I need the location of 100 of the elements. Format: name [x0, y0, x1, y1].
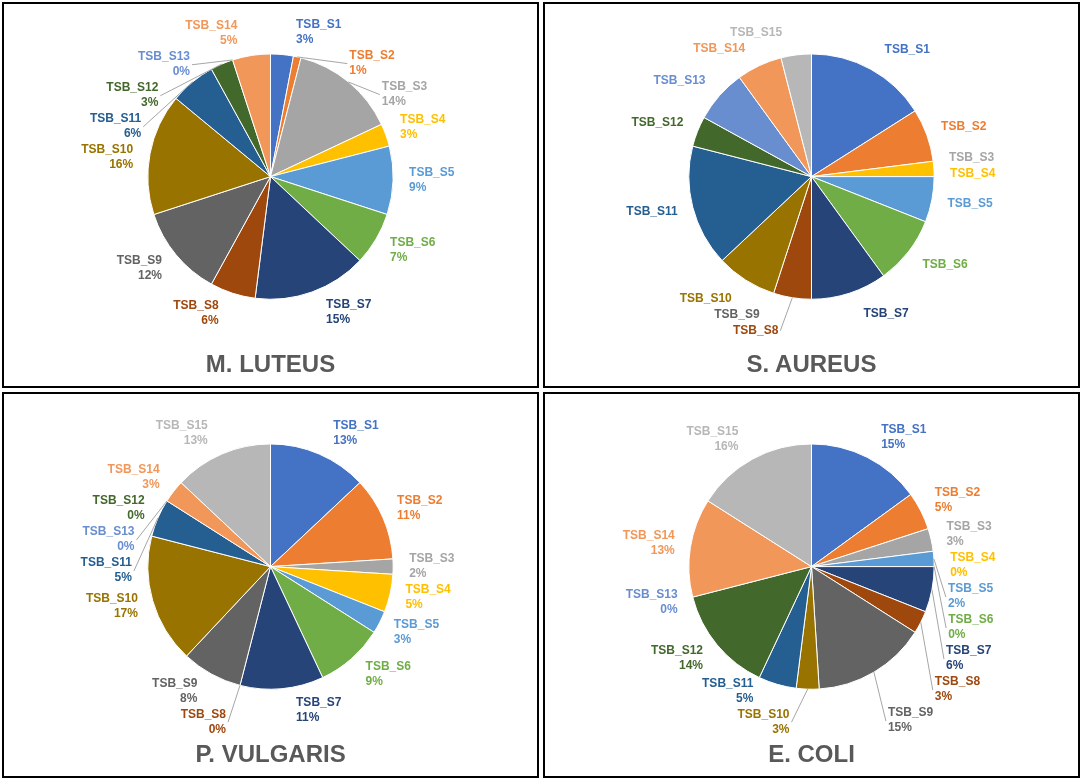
category-label: TSB_S3	[948, 150, 995, 165]
data-label: 3%	[141, 95, 159, 110]
category-label: TSB_S13	[625, 586, 678, 601]
text: 0%	[948, 627, 966, 642]
data-label: 11%	[296, 709, 320, 724]
slice-label: TSB_S10	[81, 142, 134, 157]
slice-label: TSB_S8	[732, 322, 779, 337]
slice-label: TSB_S6	[390, 234, 436, 249]
category-label: TSB_S12	[92, 493, 145, 508]
category-label: TSB_S4	[950, 550, 996, 565]
text: 0%	[660, 601, 678, 616]
data-label: 7%	[390, 249, 408, 264]
category-label: TSB_S13	[82, 524, 135, 539]
slice-label: TSB_S7	[296, 694, 342, 709]
slice-label: TSB_S3	[409, 550, 455, 565]
data-label: 13%	[333, 433, 358, 448]
slice-label: TSB_S1	[296, 16, 342, 31]
data-label: 14%	[678, 658, 704, 673]
category-label: TSB_S8	[180, 706, 226, 721]
slice-label: TSB_S14	[185, 18, 238, 33]
data-label: 16%	[714, 439, 739, 454]
slice-label: TSB_S3	[381, 78, 428, 93]
data-label: 13%	[183, 433, 209, 448]
data-label: 13%	[650, 543, 676, 558]
slice-label: TSB_S10	[679, 290, 733, 305]
data-label: 3%	[142, 477, 160, 492]
text: 0%	[117, 539, 135, 554]
slice-label: TSB_S1	[333, 418, 379, 433]
data-label: 5%	[405, 597, 424, 612]
slice-label: TSB_S7	[945, 643, 992, 658]
slice-label: TSB_S11	[702, 675, 754, 690]
slice-label: TSB_S14	[107, 462, 160, 477]
data-label: 9%	[365, 674, 384, 689]
slice-label: TSB_S10	[85, 591, 139, 606]
text: S. AUREUS	[746, 350, 877, 378]
data-label: 6%	[945, 658, 964, 673]
text: E. COLI	[768, 740, 855, 768]
slice-label: TSB_S9	[116, 253, 163, 268]
slice-label: TSB_S5	[947, 581, 994, 596]
data-label: 6%	[201, 313, 219, 328]
slice-label: TSB_S2	[397, 493, 443, 508]
slice-label: TSB_S7	[326, 297, 372, 311]
text: M. LUTEUS	[205, 350, 336, 378]
data-label: 12%	[137, 268, 163, 283]
text: 0%	[208, 721, 226, 736]
data-label: 3%	[393, 631, 412, 646]
slice-label: TSB_S6	[922, 257, 969, 272]
data-label: 15%	[881, 437, 906, 452]
slice-label: TSB_S9	[887, 705, 934, 720]
slice-label: TSB_S12	[631, 115, 684, 130]
category-label: TSB_S9	[714, 306, 760, 321]
text: 0%	[950, 565, 968, 580]
slice-label: TSB_S14	[622, 528, 676, 543]
slice-label: TSB_S8	[173, 298, 219, 313]
data-label: 15%	[326, 312, 351, 326]
text: P. VULGARIS	[195, 740, 346, 768]
slice-label: TSB_S15	[730, 24, 783, 39]
data-label: 3%	[296, 31, 314, 46]
slice-label: TSB_S4	[405, 582, 452, 597]
data-label: 5%	[114, 570, 133, 585]
data-label: 16%	[109, 157, 134, 172]
slice-label: TSB_S5	[947, 195, 994, 210]
data-label: 5%	[736, 690, 754, 705]
slice-label: TSB_S3	[946, 519, 993, 534]
slice-label: TSB_S8	[934, 674, 981, 689]
data-label: 3%	[400, 126, 418, 141]
data-label: 15%	[887, 720, 913, 735]
data-label: 11%	[397, 508, 421, 523]
data-label: 2%	[409, 565, 427, 580]
data-label: 14%	[381, 93, 407, 108]
data-label: 3%	[934, 689, 953, 704]
data-label: 1%	[349, 62, 367, 77]
text: 0%	[127, 508, 145, 523]
slice-label: TSB_S13	[653, 72, 706, 87]
slice-label: TSB_S11	[626, 204, 678, 219]
data-label: 9%	[409, 180, 427, 195]
slice-label: TSB_S9	[152, 675, 198, 690]
slice-label: TSB_S12	[650, 643, 704, 658]
text: 0%	[172, 64, 191, 79]
slice-label: TSB_S1	[881, 422, 927, 437]
slice-label: TSB_S10	[737, 706, 790, 721]
slice-label: TSB_S4	[400, 111, 446, 126]
slice-label: TSB_S15	[686, 424, 739, 439]
data-label: 5%	[934, 500, 953, 515]
slice-label: TSB_S11	[89, 111, 142, 126]
slice-label: TSB_S5	[393, 616, 440, 631]
slice-label: TSB_S2	[941, 119, 987, 134]
data-label: 6%	[123, 126, 142, 141]
slice-label: TSB_S11	[80, 555, 133, 570]
data-label: 3%	[772, 721, 790, 736]
slice-label: TSB_S12	[106, 80, 159, 95]
data-label: 2%	[947, 596, 966, 611]
slice-label: TSB_S2	[349, 47, 395, 62]
slice-label: TSB_S1	[884, 41, 931, 56]
data-label: 8%	[180, 690, 198, 705]
slice-label: TSB_S5	[409, 165, 455, 180]
slice-label: TSB_S6	[365, 659, 412, 674]
slice-label: TSB_S14	[693, 40, 746, 55]
slice-label: TSB_S15	[155, 418, 209, 433]
slice-label: TSB_S2	[934, 485, 981, 500]
